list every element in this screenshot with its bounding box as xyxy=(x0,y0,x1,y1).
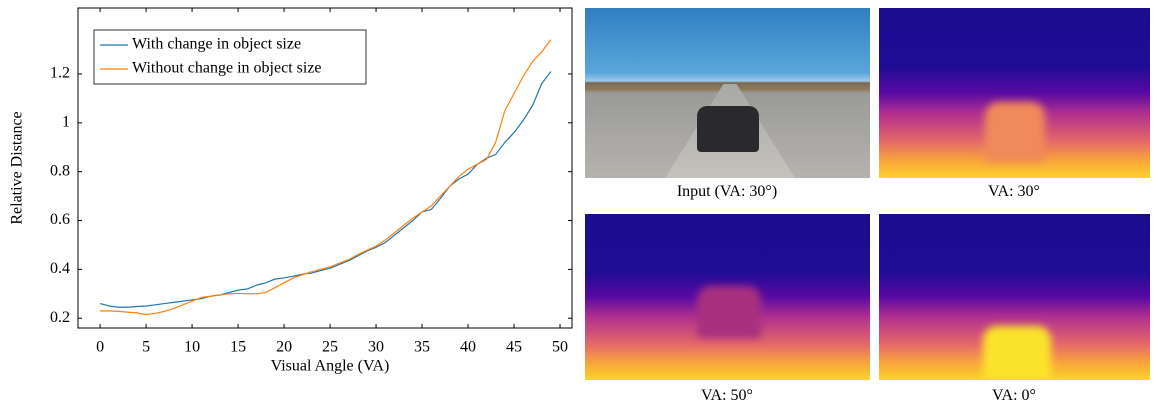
x-tick-label: 45 xyxy=(506,339,522,356)
image-caption: VA: 30° xyxy=(988,183,1040,200)
x-tick-label: 20 xyxy=(276,339,292,356)
input-image xyxy=(585,8,870,178)
legend-box xyxy=(93,29,367,85)
data-line xyxy=(99,71,552,308)
car-depth xyxy=(983,326,1051,380)
x-tick-label: 30 xyxy=(368,339,384,356)
image-caption: Input (VA: 30°) xyxy=(676,183,778,200)
y-tick-label: 1 xyxy=(62,113,70,130)
x-tick-label: 50 xyxy=(552,339,568,356)
y-tick-label: 0.2 xyxy=(50,309,70,326)
image-caption: VA: 50° xyxy=(701,387,753,404)
depth-map xyxy=(879,214,1150,380)
image-caption: VA: 0° xyxy=(992,387,1036,404)
x-tick-label: 10 xyxy=(184,339,200,356)
y-tick-label: 0.8 xyxy=(50,162,70,179)
legend-label: Without change in object size xyxy=(132,60,322,77)
chart: Visual Angle (VA) Relative Distance 0 5 10… xyxy=(9,7,573,375)
legend-label: With change in object size xyxy=(132,36,301,53)
car-depth xyxy=(985,102,1045,162)
x-tick-label: 5 xyxy=(142,339,150,356)
depth-map xyxy=(879,8,1150,178)
x-tick-label: 0 xyxy=(96,339,104,356)
x-tick-label: 40 xyxy=(460,339,476,356)
y-tick-label: 1.2 xyxy=(50,65,70,82)
y-axis-label: Relative Distance xyxy=(9,111,26,224)
depth-map xyxy=(585,214,870,380)
data-line xyxy=(100,39,552,316)
y-tick-label: 0.6 xyxy=(50,211,70,228)
y-tick-label: 0.4 xyxy=(50,260,70,277)
plot-frame xyxy=(77,7,573,329)
x-tick-label: 15 xyxy=(230,339,246,356)
car xyxy=(697,106,759,152)
car-depth xyxy=(697,286,761,338)
x-tick-label: 35 xyxy=(414,339,430,356)
x-tick-label: 25 xyxy=(322,339,338,356)
x-axis-label: Visual Angle (VA) xyxy=(271,358,390,375)
